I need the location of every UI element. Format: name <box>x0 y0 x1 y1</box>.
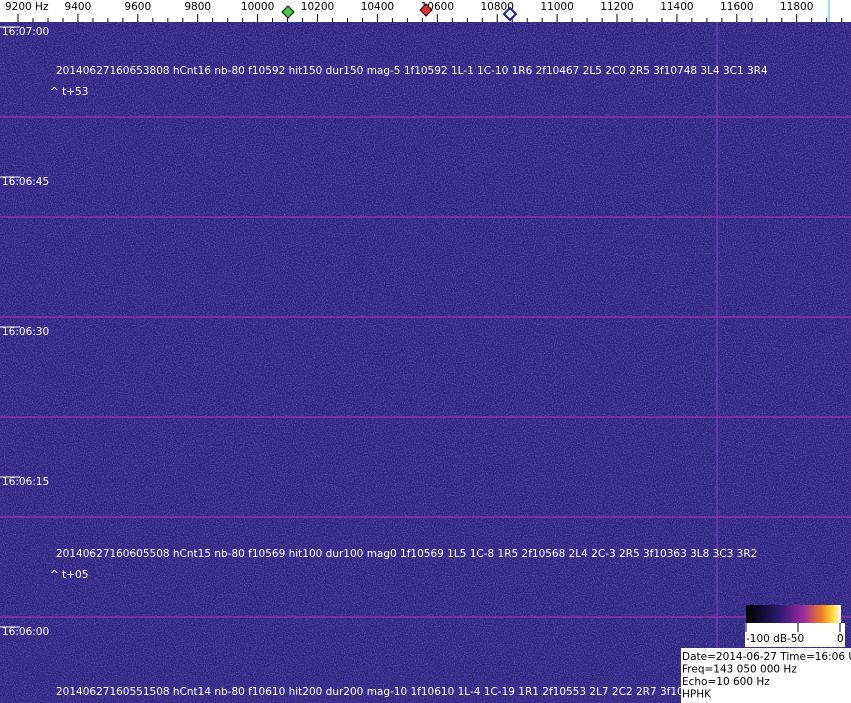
detection-text: 20140627160653808 hCnt16 nb-80 f10592 hi… <box>56 65 768 77</box>
frequency-label: 10400 <box>361 1 394 13</box>
color-scale <box>745 623 845 647</box>
frequency-label: 9600 <box>124 1 151 13</box>
frequency-label: 9400 <box>65 1 92 13</box>
frequency-label: 10200 <box>301 1 334 13</box>
time-label: 16:07:00 <box>2 26 49 38</box>
marker[interactable] <box>502 6 518 22</box>
detection-offset: ^ t+53 <box>50 86 88 98</box>
marker[interactable] <box>281 5 295 19</box>
frequency-label: 11600 <box>720 1 753 13</box>
time-label: 16:06:30 <box>2 326 49 338</box>
frequency-label: 9200 Hz <box>5 1 49 13</box>
grid-lines <box>0 116 851 618</box>
frequency-label: 11000 <box>540 1 573 13</box>
color-label: -50 <box>787 633 804 645</box>
info-box <box>681 648 851 703</box>
time-label: 16:06:45 <box>2 176 49 188</box>
color-label: -100 dB <box>746 633 787 645</box>
info-line: HPHK <box>682 689 712 701</box>
color-label: 0 <box>837 633 844 645</box>
detection-text: 20140627160551508 hCnt14 nb-80 f10610 hi… <box>56 686 744 698</box>
detection-offset: ^ t+05 <box>50 569 88 581</box>
frequency-label: 11200 <box>600 1 633 13</box>
frequency-label: 11400 <box>660 1 693 13</box>
color-bar <box>746 605 841 623</box>
frequency-label: 11800 <box>780 1 813 13</box>
time-label: 16:06:15 <box>2 476 49 488</box>
info-line: Date=2014-06-27 Time=16:06 UTC <box>682 651 851 663</box>
detection-text: 20140627160605508 hCnt15 nb-80 f10569 hi… <box>56 548 757 560</box>
frequency-label: 10000 <box>241 1 274 13</box>
frequency-label: 9800 <box>184 1 211 13</box>
info-line: Freq=143 050 000 Hz <box>682 664 797 676</box>
time-label: 16:06:00 <box>2 626 49 638</box>
noise <box>0 22 851 703</box>
info-line: Echo=10 600 Hz <box>682 676 770 688</box>
frequency-label: 10800 <box>480 1 513 13</box>
marker[interactable] <box>419 3 433 17</box>
